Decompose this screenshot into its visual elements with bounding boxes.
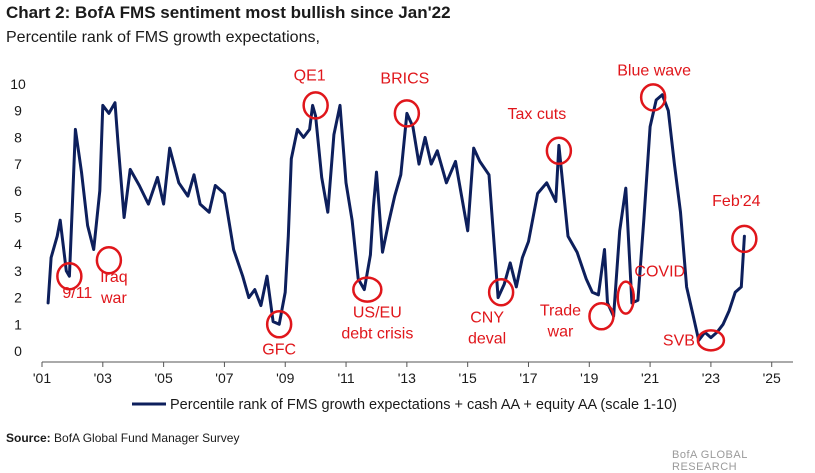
x-tick-label: '19: [580, 370, 598, 386]
annotation-circle: [731, 224, 758, 254]
y-tick-label: 10: [10, 76, 26, 92]
source-note: Source: BofA Global Fund Manager Survey: [6, 431, 239, 445]
x-tick-label: '17: [519, 370, 537, 386]
series-line: [46, 93, 746, 342]
annotation-circle: [588, 302, 615, 331]
annotation-layer: 9/11 Iraq war QE1 GFC US/EU debt crisis BRICS CN…: [56, 62, 761, 358]
annotation-circle: [487, 278, 515, 307]
annotation-label: 9/11: [62, 285, 92, 302]
annotation-circle: [545, 136, 573, 165]
annotation-circle: [639, 83, 667, 112]
annotation-circle: [616, 280, 636, 315]
annotation-label: US/EU debt crisis: [341, 305, 413, 343]
y-tick-label: 7: [14, 156, 22, 172]
y-tick-label: 2: [14, 290, 22, 306]
y-tick-label: 6: [14, 183, 22, 199]
chart-subtitle: Percentile rank of FMS growth expectatio…: [6, 29, 320, 46]
y-tick-label: 0: [14, 343, 22, 359]
annotation-circle: [302, 91, 329, 120]
x-tick-label: '13: [398, 370, 416, 386]
annotation-label: GFC: [262, 341, 296, 358]
annotation-label: Feb'24: [712, 193, 761, 210]
y-tick-label: 1: [14, 316, 22, 332]
y-tick-label: 4: [14, 236, 22, 252]
y-tick-label: 5: [14, 210, 22, 226]
axis-layer: 0 1 2 3 4 5 6 7 8 9 10 '01 '03 '05 '07 '09 '11 '13 '15 '17 '…: [10, 76, 793, 386]
x-tick-label: '05: [154, 370, 172, 386]
y-tick-label: 3: [14, 263, 22, 279]
chart-title: Chart 2: BofA FMS sentiment most bullish…: [6, 3, 451, 22]
annotation-label: Trade war: [540, 302, 581, 340]
annotation-circle: [352, 276, 383, 303]
annotation-label: Iraq war: [100, 269, 128, 307]
annotation-label: QE1: [294, 67, 326, 84]
x-tick-label: '03: [94, 370, 112, 386]
annotation-circle: [696, 329, 726, 352]
chart-plot: 0 1 2 3 4 5 6 7 8 9 10 '01 '03 '05 '07 '09 '11 '13 '15 '17 '…: [10, 62, 793, 413]
legend-label: Percentile rank of FMS growth expectatio…: [170, 397, 677, 413]
x-tick-label: '21: [641, 370, 659, 386]
x-tick-label: '25: [763, 370, 781, 386]
annotation-circle: [393, 99, 421, 128]
y-tick-label: 8: [14, 129, 22, 145]
source-label: Source:: [6, 431, 51, 445]
annotation-label: SVB: [663, 332, 695, 349]
annotation-label: CNY deval: [468, 309, 506, 347]
legend: Percentile rank of FMS growth expectatio…: [132, 397, 677, 413]
source-text: BofA Global Fund Manager Survey: [54, 431, 240, 445]
annotation-circle: [265, 310, 293, 339]
series-layer: [46, 93, 746, 342]
x-tick-label: '11: [337, 370, 354, 386]
annotation-circle: [56, 261, 83, 291]
watermark: BofA GLOBAL RESEARCH: [672, 449, 748, 473]
annotation-label: Tax cuts: [508, 106, 567, 123]
x-tick-label: '07: [215, 370, 233, 386]
y-tick-label: 9: [14, 103, 22, 119]
x-tick-label: '15: [459, 370, 477, 386]
x-tick-label: '23: [702, 370, 720, 386]
annotation-label: Blue wave: [617, 62, 691, 79]
annotation-label: COVID: [634, 264, 685, 281]
annotation-label: BRICS: [380, 70, 429, 87]
annotation-circle: [95, 245, 123, 275]
x-tick-label: '01: [33, 370, 51, 386]
x-tick-label: '09: [276, 370, 294, 386]
